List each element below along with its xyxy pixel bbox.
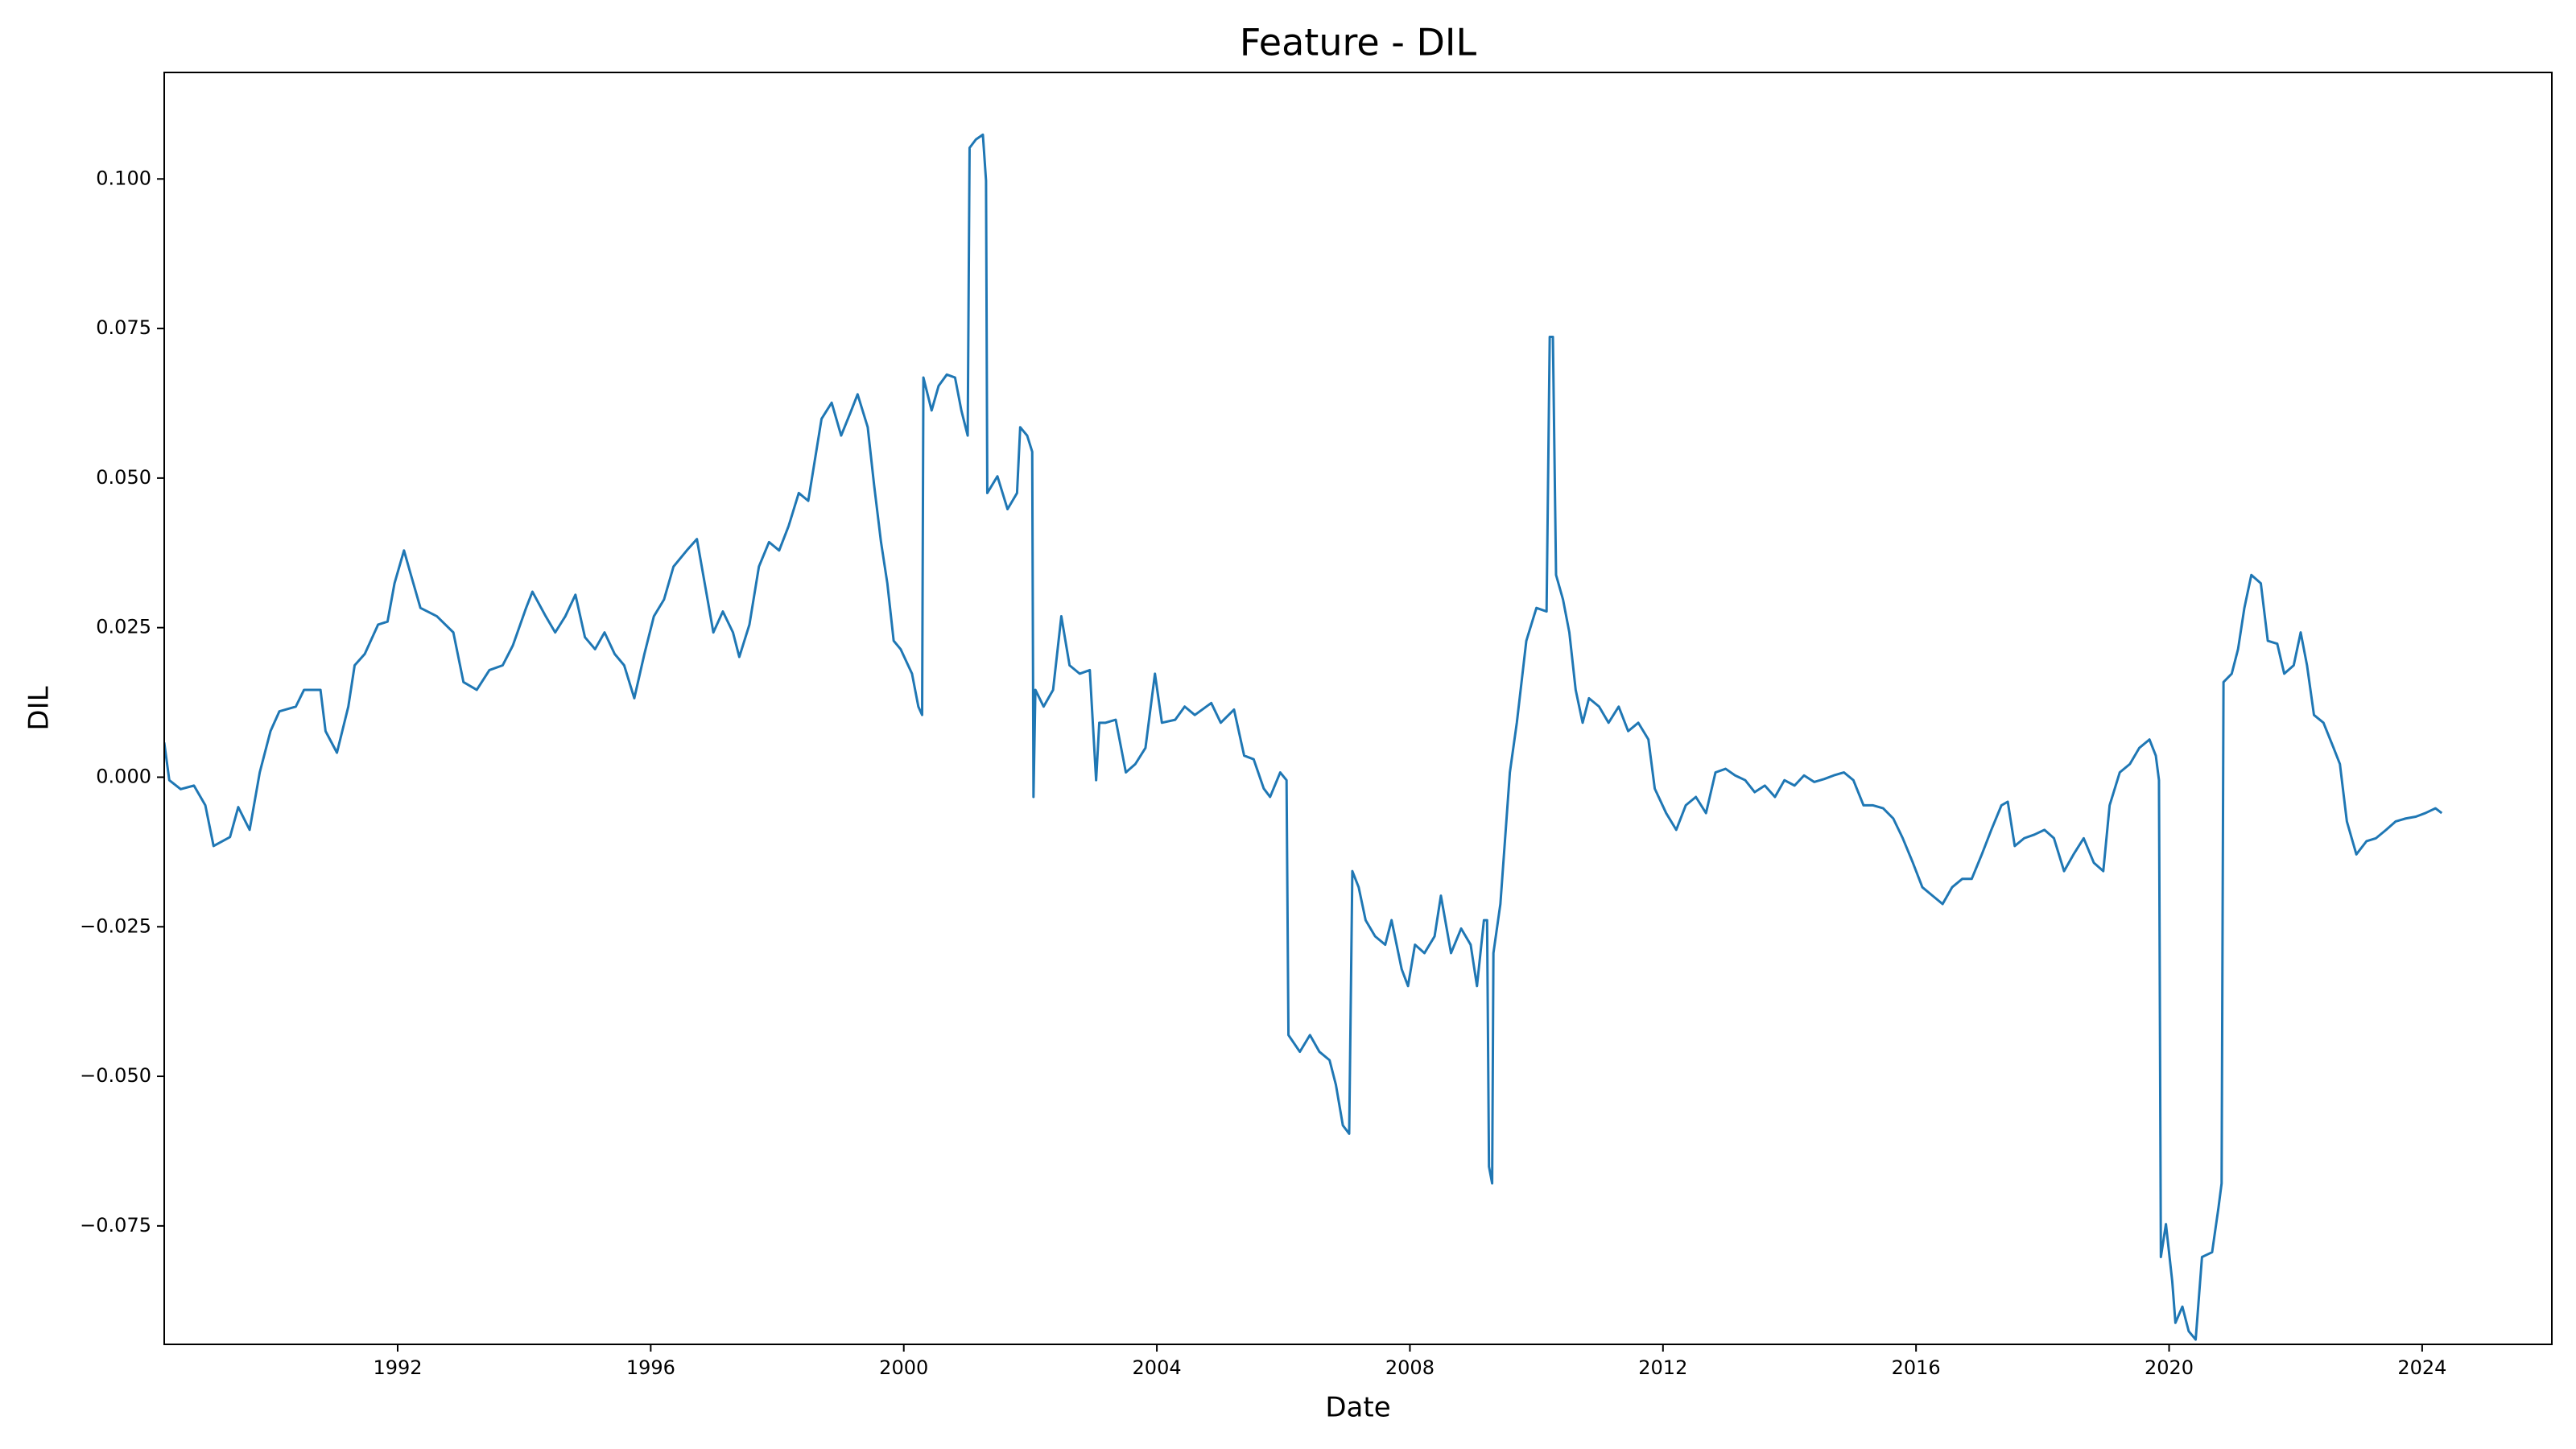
x-tick-label: 2016 (1892, 1356, 1941, 1379)
chart-title: Feature - DIL (1240, 21, 1477, 64)
x-tick-label: 2008 (1385, 1356, 1435, 1379)
y-tick-label: 0.050 (96, 466, 151, 489)
x-tick-label: 1992 (373, 1356, 422, 1379)
x-axis-label: Date (1325, 1392, 1390, 1424)
y-tick-label: −0.050 (80, 1064, 151, 1087)
x-tick-label: 2024 (2397, 1356, 2446, 1379)
y-tick-label: 0.000 (96, 765, 151, 787)
y-axis-label: DIL (23, 686, 56, 730)
x-tick-label: 1996 (626, 1356, 675, 1379)
y-tick-label: 0.075 (96, 316, 151, 339)
plot-frame (163, 72, 2553, 1345)
y-tick-label: 0.100 (96, 167, 151, 189)
data-line (164, 133, 2443, 1341)
y-tick-label: −0.075 (80, 1214, 151, 1236)
x-tick-label: 2020 (2145, 1356, 2194, 1379)
x-tick-label: 2004 (1133, 1356, 1182, 1379)
y-tick-label: 0.025 (96, 616, 151, 638)
y-tick-label: −0.025 (80, 914, 151, 937)
x-tick-label: 2012 (1638, 1356, 1687, 1379)
x-tick-label: 2000 (879, 1356, 928, 1379)
